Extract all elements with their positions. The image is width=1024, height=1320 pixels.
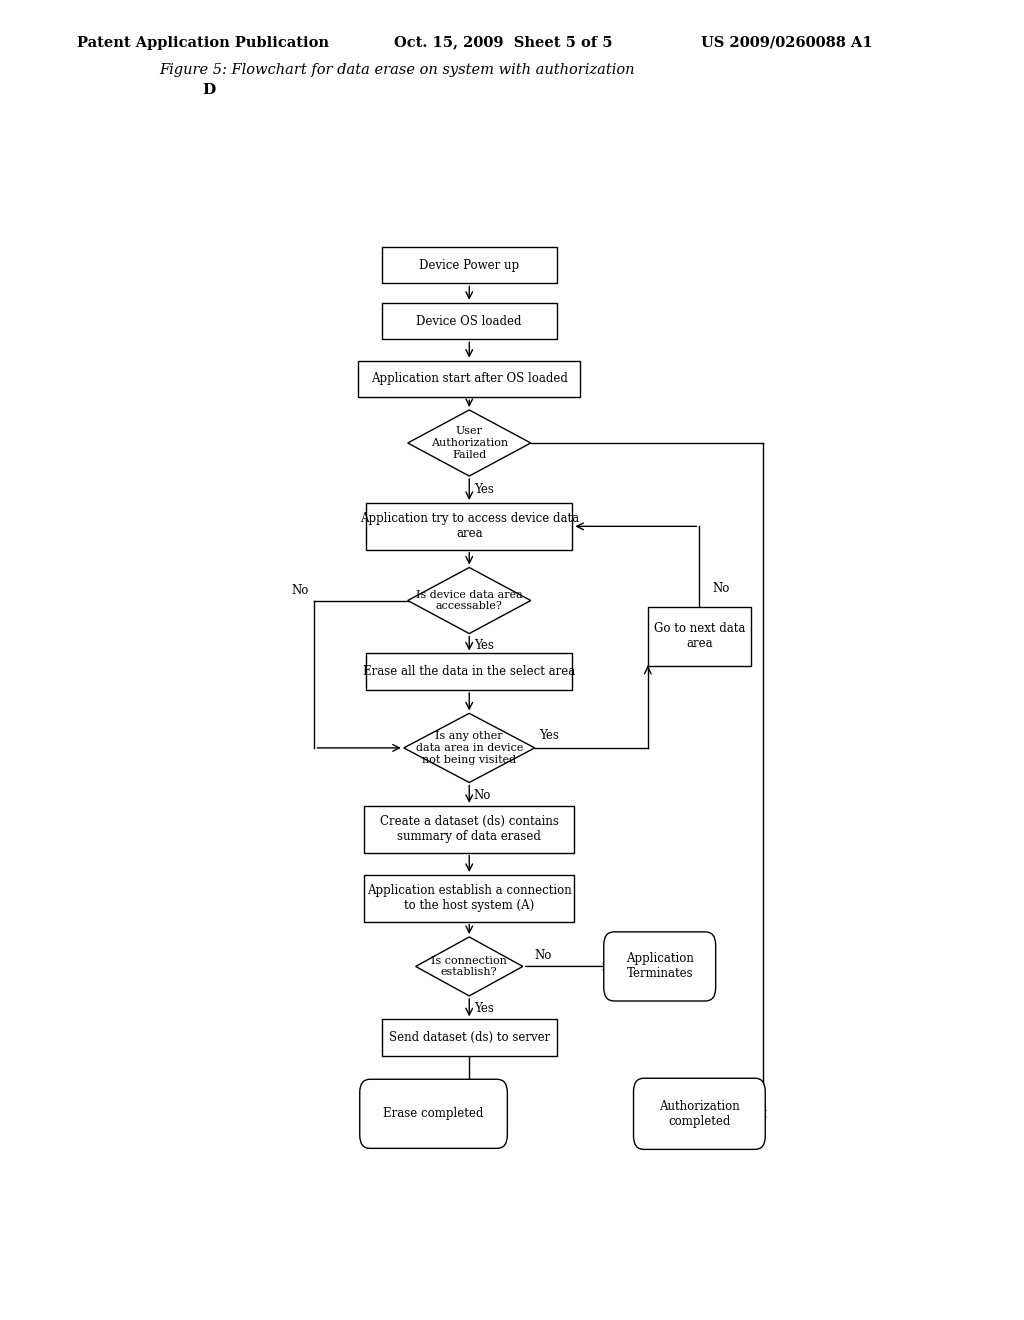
Text: Is any other
data area in device
not being visited: Is any other data area in device not bei… (416, 731, 523, 764)
FancyBboxPatch shape (634, 1078, 765, 1150)
FancyBboxPatch shape (367, 653, 572, 690)
Polygon shape (416, 937, 523, 995)
Text: Device Power up: Device Power up (419, 259, 519, 272)
Text: Create a dataset (ds) contains
summary of data erased: Create a dataset (ds) contains summary o… (380, 816, 559, 843)
Text: Application try to access device data
area: Application try to access device data ar… (359, 512, 579, 540)
Text: Application
Terminates: Application Terminates (626, 953, 693, 981)
FancyBboxPatch shape (365, 805, 574, 853)
FancyBboxPatch shape (367, 503, 572, 549)
Text: No: No (473, 789, 490, 803)
Text: Application establish a connection
to the host system (A): Application establish a connection to th… (367, 884, 571, 912)
Text: Is connection
establish?: Is connection establish? (431, 956, 507, 977)
Text: US 2009/0260088 A1: US 2009/0260088 A1 (701, 36, 873, 50)
FancyBboxPatch shape (358, 360, 581, 397)
FancyBboxPatch shape (359, 1080, 507, 1148)
FancyBboxPatch shape (604, 932, 716, 1001)
FancyBboxPatch shape (382, 1019, 557, 1056)
Polygon shape (403, 713, 535, 783)
Text: Oct. 15, 2009  Sheet 5 of 5: Oct. 15, 2009 Sheet 5 of 5 (394, 36, 612, 50)
Text: Yes: Yes (473, 1002, 494, 1015)
FancyBboxPatch shape (365, 875, 574, 921)
Text: No: No (712, 582, 729, 595)
Text: Device OS loaded: Device OS loaded (417, 314, 522, 327)
Text: Patent Application Publication: Patent Application Publication (77, 36, 329, 50)
Text: Erase completed: Erase completed (383, 1107, 483, 1121)
FancyBboxPatch shape (382, 302, 557, 339)
Polygon shape (408, 568, 530, 634)
Text: Yes: Yes (473, 639, 494, 652)
Text: No: No (535, 949, 552, 962)
Text: No: No (292, 583, 309, 597)
Polygon shape (408, 411, 530, 477)
Text: User
Authorization
Failed: User Authorization Failed (431, 426, 508, 459)
Text: Is device data area
accessable?: Is device data area accessable? (416, 590, 522, 611)
Text: Figure 5: Flowchart for data erase on system with authorization: Figure 5: Flowchart for data erase on sy… (159, 63, 634, 78)
Text: Application start after OS loaded: Application start after OS loaded (371, 372, 567, 385)
Text: Yes: Yes (473, 483, 494, 496)
Text: Go to next data
area: Go to next data area (653, 622, 745, 651)
Text: D: D (203, 83, 216, 98)
Text: Authorization
completed: Authorization completed (659, 1100, 739, 1127)
FancyBboxPatch shape (648, 607, 751, 665)
FancyBboxPatch shape (382, 247, 557, 284)
Text: Erase all the data in the select area: Erase all the data in the select area (364, 665, 575, 678)
Text: Send dataset (ds) to server: Send dataset (ds) to server (389, 1031, 550, 1044)
Text: Yes: Yes (539, 729, 558, 742)
